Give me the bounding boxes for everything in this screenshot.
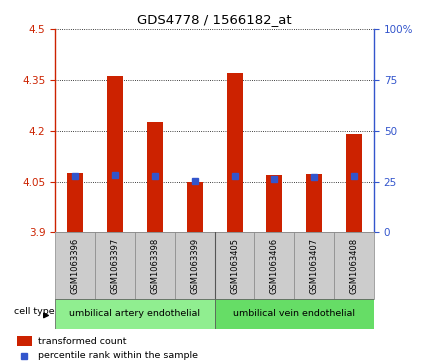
Bar <box>107 77 123 232</box>
Bar <box>306 174 322 232</box>
Bar <box>17 336 31 346</box>
Text: umbilical vein endothelial: umbilical vein endothelial <box>233 310 355 318</box>
Text: umbilical artery endothelial: umbilical artery endothelial <box>69 310 201 318</box>
Text: GSM1063397: GSM1063397 <box>110 238 119 294</box>
Bar <box>135 232 175 299</box>
Bar <box>55 299 215 329</box>
Text: percentile rank within the sample: percentile rank within the sample <box>38 351 198 360</box>
Bar <box>334 232 374 299</box>
Bar <box>187 182 203 232</box>
Bar <box>346 134 362 232</box>
Bar <box>266 175 282 232</box>
Bar <box>215 299 374 329</box>
Text: GSM1063405: GSM1063405 <box>230 238 239 294</box>
Bar <box>294 232 334 299</box>
Title: GDS4778 / 1566182_at: GDS4778 / 1566182_at <box>137 13 292 26</box>
Bar <box>255 232 294 299</box>
Text: GSM1063407: GSM1063407 <box>310 238 319 294</box>
Text: GSM1063406: GSM1063406 <box>270 238 279 294</box>
Text: GSM1063398: GSM1063398 <box>150 238 159 294</box>
Bar <box>175 232 215 299</box>
Bar <box>215 232 255 299</box>
Bar <box>147 122 163 232</box>
Text: GSM1063399: GSM1063399 <box>190 238 199 294</box>
Text: cell type: cell type <box>14 307 54 315</box>
Bar <box>227 73 243 232</box>
Text: GSM1063396: GSM1063396 <box>71 238 79 294</box>
Bar <box>55 232 95 299</box>
Bar <box>67 173 83 232</box>
Bar <box>95 232 135 299</box>
Text: GSM1063408: GSM1063408 <box>350 238 359 294</box>
Text: transformed count: transformed count <box>38 337 126 346</box>
